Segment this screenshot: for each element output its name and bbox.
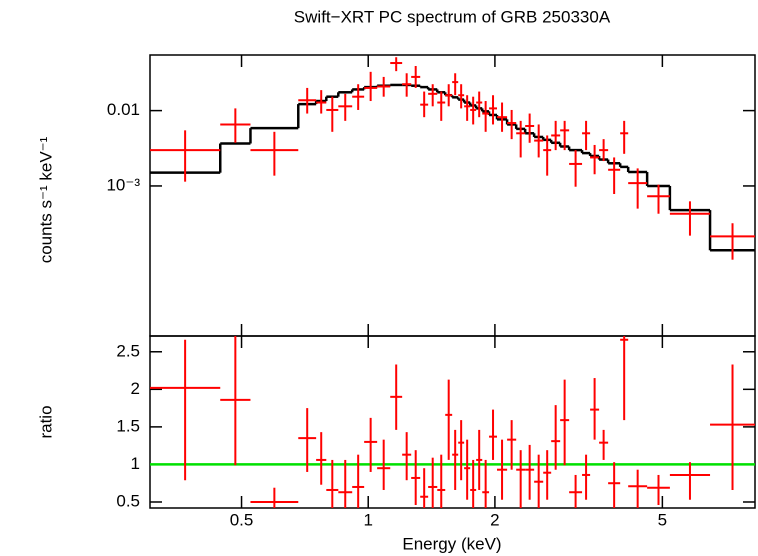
plot-frame	[149, 335, 756, 509]
y-axis-label: counts s⁻¹ keV⁻¹	[36, 136, 55, 263]
x-tick-label: 2	[490, 510, 499, 529]
chart-title: Swift−XRT PC spectrum of GRB 250330A	[294, 7, 611, 26]
y-tick-label: 1.5	[116, 416, 140, 435]
y-tick-label: 0.01	[107, 100, 140, 119]
y-tick-label: 2	[131, 379, 140, 398]
x-tick-label: 1	[363, 510, 372, 529]
x-tick-label: 0.5	[230, 510, 254, 529]
x-axis-label: Energy (keV)	[402, 534, 501, 553]
plot-area	[150, 57, 755, 260]
plot-area	[150, 336, 755, 508]
x-tick-label: 5	[658, 510, 667, 529]
y-tick-label: 1	[131, 454, 140, 473]
y-axis-label: ratio	[36, 405, 55, 438]
y-tick-label: 2.5	[116, 341, 140, 360]
y-tick-label: 0.5	[116, 491, 140, 510]
y-tick-label: 10⁻³	[106, 175, 140, 194]
